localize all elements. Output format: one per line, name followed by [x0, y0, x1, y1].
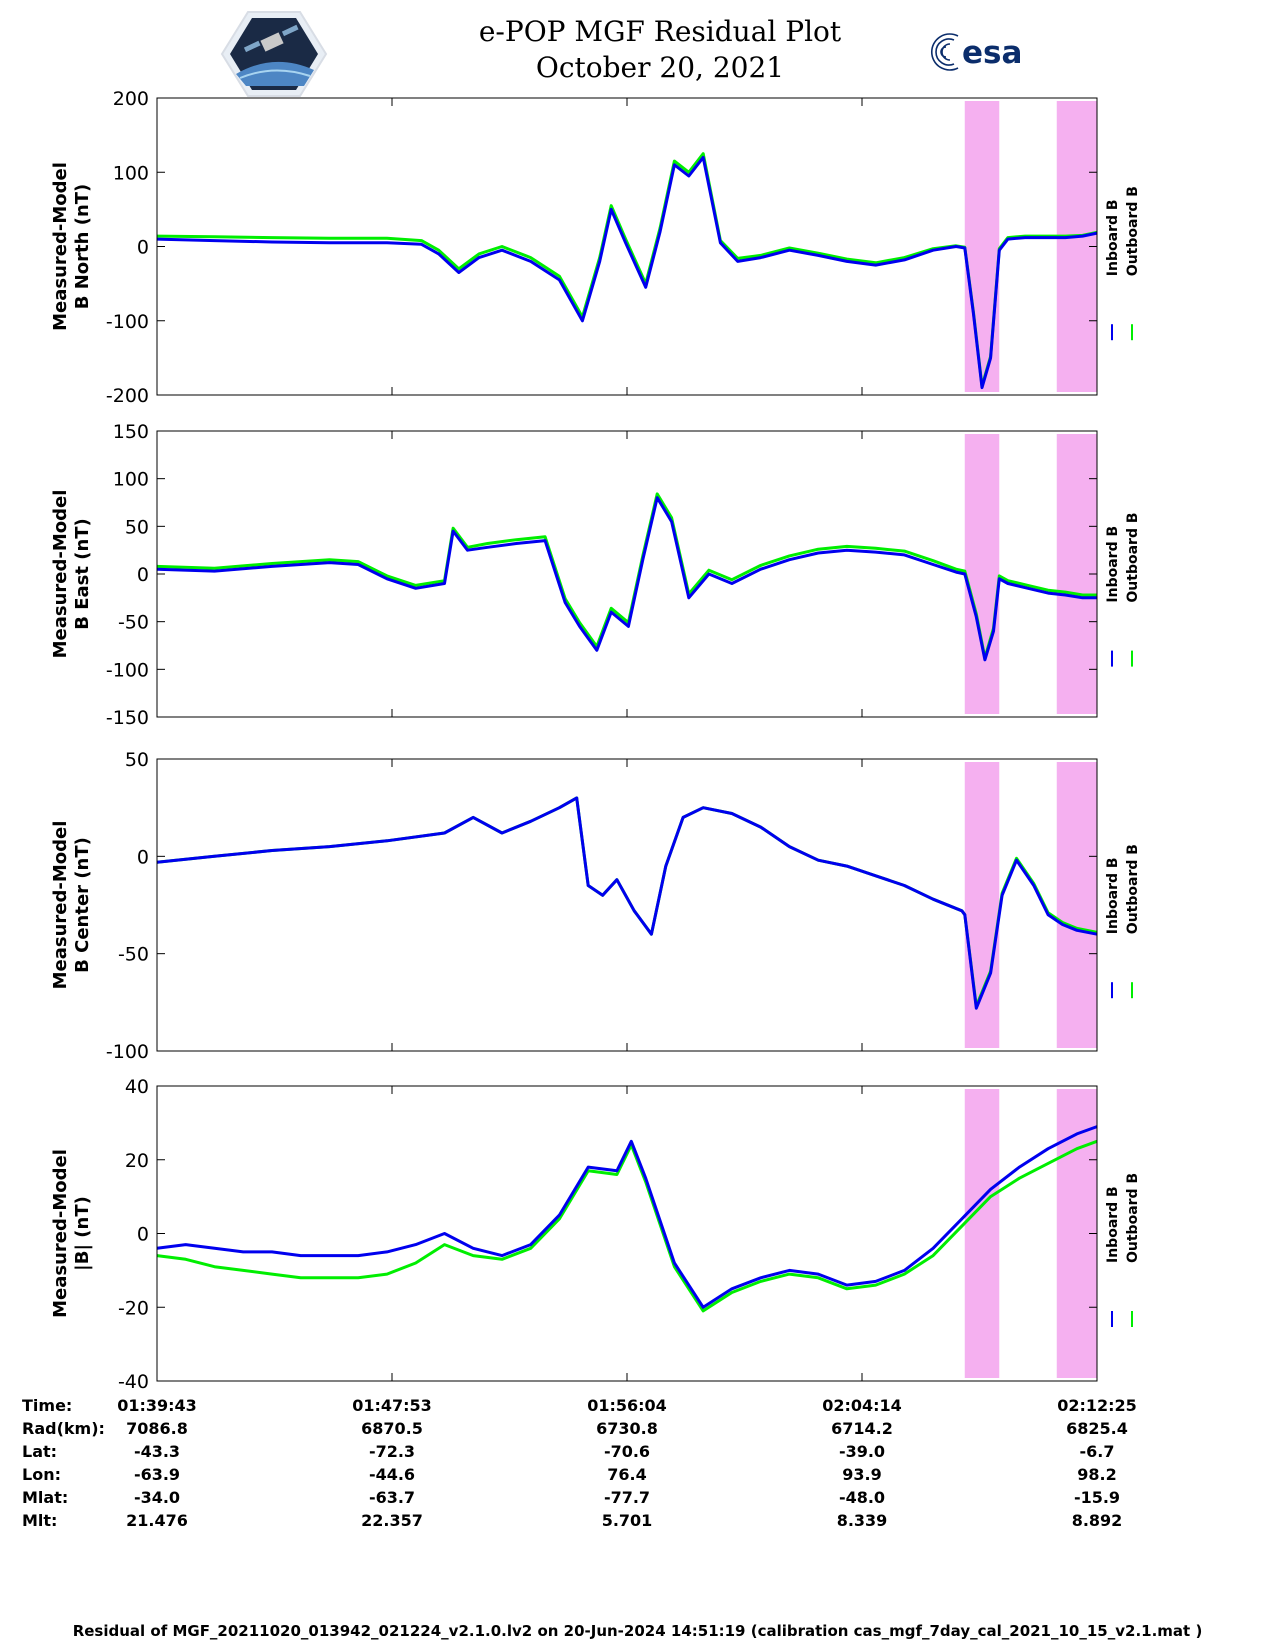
y-tick-label: -100: [106, 659, 149, 681]
y-tick-label: 0: [137, 1224, 149, 1246]
y-tick-label: 150: [113, 421, 149, 443]
esa-logo-text: esa: [962, 35, 1022, 71]
title-block: e-POP MGF Residual Plot October 20, 2021: [380, 14, 940, 86]
y-tick-label: 0: [137, 846, 149, 868]
series-line-inboard: [156, 155, 1098, 390]
legend-entry: Outboard B: [1125, 844, 1141, 934]
chart-subtitle: October 20, 2021: [535, 51, 785, 84]
panel-total: -40 -20 0 20 40 Measured-Model|B| (nT) Inboard…: [50, 1076, 1141, 1393]
legend-entry: Inboard B: [1105, 857, 1121, 934]
y-tick-label: -100: [106, 311, 149, 333]
y-axis-label-line: Measured-Model: [50, 1149, 71, 1318]
footer-caption: Residual of MGF_20211020_013942_021224_v…: [72, 1622, 1203, 1640]
y-axis-label: Measured-ModelB East (nT): [50, 490, 93, 659]
chart-title: e-POP MGF Residual Plot: [478, 15, 842, 48]
highlight-span: [1056, 762, 1097, 1048]
legend-entry: Inboard B: [1105, 526, 1121, 603]
panel-center: -100 -50 0 50 Measured-ModelB Center (nT) Inb…: [50, 749, 1141, 1063]
y-tick-label: -50: [118, 944, 149, 966]
series-line-inboard: [156, 796, 1098, 1010]
legend: Inboard B Outboard B: [1105, 1173, 1141, 1327]
highlight-span: [964, 101, 1000, 392]
y-tick-label: 20: [125, 1150, 149, 1172]
panel-north: -200 -100 0 100 200 Measured-ModelB North (nT…: [50, 88, 1141, 407]
esa-logo: esa: [931, 33, 1022, 71]
y-tick-label: 40: [125, 1076, 149, 1098]
y-tick-label: 50: [125, 516, 149, 538]
legend-entry: Inboard B: [1105, 1186, 1121, 1263]
series-line-outboard: [156, 152, 1098, 388]
axes-frame: [156, 758, 1098, 1052]
series-line-outboard: [156, 796, 1098, 1008]
legend-entry: Outboard B: [1125, 512, 1141, 602]
y-axis-label-line: Measured-Model: [50, 162, 71, 331]
y-tick-label: 50: [125, 749, 149, 771]
y-axis-label: Measured-Model|B| (nT): [50, 1149, 93, 1318]
y-tick-label: -200: [106, 385, 149, 407]
panel-east: -150 -100 -50 0 50 100 150 Measured-ModelB East…: [50, 421, 1141, 729]
y-tick-label: 0: [137, 564, 149, 586]
y-axis-label: Measured-ModelB Center (nT): [50, 821, 93, 990]
y-axis-label-line: Measured-Model: [50, 821, 71, 990]
y-tick-label: 200: [113, 88, 149, 110]
series-line-inboard: [156, 1125, 1098, 1309]
y-tick-label: 0: [137, 237, 149, 259]
y-tick-label: -150: [106, 707, 149, 729]
y-tick-label: -100: [106, 1041, 149, 1063]
legend: Inboard B Outboard B: [1105, 512, 1141, 667]
y-axis-label-line: B East (nT): [72, 518, 93, 630]
legend: Inboard B Outboard B: [1105, 844, 1141, 999]
y-axis-label-line: |B| (nT): [72, 1196, 93, 1271]
legend-entry: Outboard B: [1125, 186, 1141, 276]
cassiope-logo: [220, 11, 328, 97]
y-axis-label-line: B Center (nT): [72, 837, 93, 973]
y-axis-label-line: B North (nT): [72, 184, 93, 310]
legend-entry: Outboard B: [1125, 1173, 1141, 1263]
y-tick-label: -20: [118, 1297, 149, 1319]
series-line-outboard: [156, 492, 1097, 660]
highlight-span: [964, 1089, 1000, 1378]
series-line-inboard: [156, 496, 1097, 662]
y-tick-label: -50: [118, 612, 149, 634]
y-axis-label: Measured-ModelB North (nT): [50, 162, 93, 331]
highlight-span: [964, 762, 1000, 1048]
axes-frame: [156, 430, 1098, 718]
highlight-span: [964, 434, 1000, 714]
y-tick-label: 100: [113, 469, 149, 491]
y-axis-label-line: Measured-Model: [50, 490, 71, 659]
legend: Inboard B Outboard B: [1105, 186, 1141, 341]
y-tick-label: 100: [113, 162, 149, 184]
y-tick-label: -40: [118, 1371, 149, 1393]
legend-entry: Inboard B: [1105, 199, 1121, 276]
